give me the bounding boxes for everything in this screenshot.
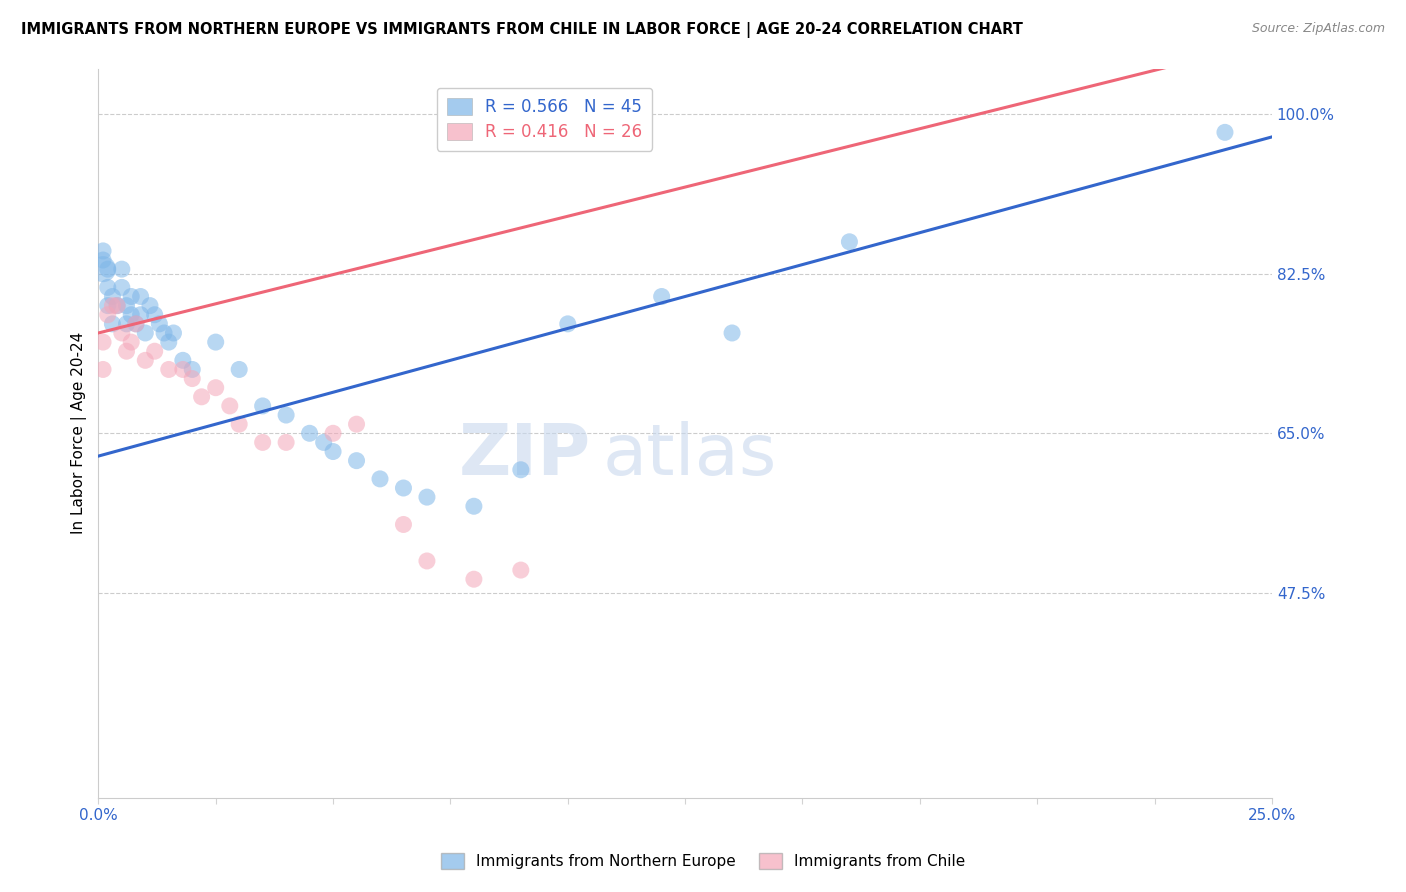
Point [721, 326, 744, 340]
Point [181, 362, 204, 376]
Text: IMMIGRANTS FROM NORTHERN EUROPE VS IMMIGRANTS FROM CHILE IN LABOR FORCE | AGE 20: IMMIGRANTS FROM NORTHERN EUROPE VS IMMIG… [21, 22, 1024, 38]
Point [346, 417, 368, 432]
Point [129, 308, 152, 322]
Point [1213, 125, 1236, 139]
Point [204, 335, 226, 350]
Point [148, 317, 170, 331]
Point [134, 326, 156, 340]
Point [120, 335, 142, 350]
Legend: Immigrants from Northern Europe, Immigrants from Chile: Immigrants from Northern Europe, Immigra… [434, 847, 972, 875]
Point [228, 417, 250, 432]
Point [101, 299, 124, 313]
Point [218, 399, 240, 413]
Point [111, 262, 134, 277]
Point [172, 353, 194, 368]
Point [143, 308, 166, 322]
Text: Source: ZipAtlas.com: Source: ZipAtlas.com [1251, 22, 1385, 36]
Point [115, 299, 138, 313]
Point [322, 444, 344, 458]
Point [105, 299, 128, 313]
Point [115, 344, 138, 359]
Point [392, 481, 415, 495]
Point [97, 262, 120, 277]
Point [91, 244, 114, 258]
Point [125, 317, 148, 331]
Point [157, 362, 180, 376]
Text: atlas: atlas [603, 421, 778, 490]
Point [274, 408, 297, 422]
Point [181, 371, 204, 385]
Point [252, 399, 274, 413]
Point [322, 426, 344, 441]
Point [557, 317, 579, 331]
Point [346, 453, 368, 467]
Text: ZIP: ZIP [458, 421, 592, 490]
Point [129, 289, 152, 303]
Point [120, 308, 142, 322]
Point [463, 572, 485, 586]
Point [463, 500, 485, 514]
Point [120, 289, 142, 303]
Point [105, 299, 128, 313]
Point [125, 317, 148, 331]
Point [274, 435, 297, 450]
Legend: R = 0.566   N = 45, R = 0.416   N = 26: R = 0.566 N = 45, R = 0.416 N = 26 [437, 87, 652, 151]
Point [134, 353, 156, 368]
Point [157, 335, 180, 350]
Point [153, 326, 176, 340]
Point [101, 317, 124, 331]
Point [97, 308, 120, 322]
Point [91, 253, 114, 268]
Y-axis label: In Labor Force | Age 20-24: In Labor Force | Age 20-24 [72, 332, 87, 534]
Point [298, 426, 321, 441]
Point [651, 289, 673, 303]
Point [368, 472, 391, 486]
Point [143, 344, 166, 359]
Point [97, 280, 120, 294]
Point [228, 362, 250, 376]
Point [91, 262, 114, 277]
Point [509, 563, 531, 577]
Point [111, 326, 134, 340]
Point [101, 289, 124, 303]
Point [312, 435, 335, 450]
Point [252, 435, 274, 450]
Point [162, 326, 184, 340]
Point [111, 280, 134, 294]
Point [392, 517, 415, 532]
Point [190, 390, 212, 404]
Point [509, 463, 531, 477]
Point [91, 335, 114, 350]
Point [416, 490, 439, 504]
Point [115, 317, 138, 331]
Point [416, 554, 439, 568]
Point [97, 299, 120, 313]
Point [139, 299, 162, 313]
Point [204, 381, 226, 395]
Point [172, 362, 194, 376]
Point [91, 362, 114, 376]
Point [838, 235, 860, 249]
